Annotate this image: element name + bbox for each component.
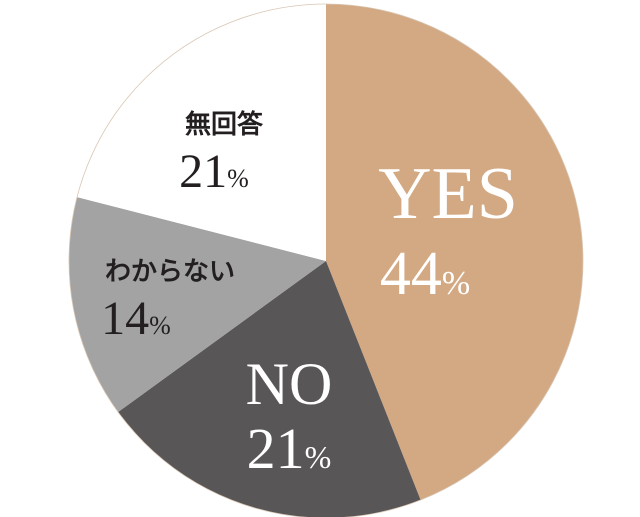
slice-value-label: 44% (380, 240, 470, 308)
pie-slice-4 (77, 4, 326, 261)
slice-value-label: 14% (101, 292, 171, 345)
slice-label: NO (246, 351, 333, 417)
pie-slice-1 (326, 4, 583, 500)
slice-value-label: 21% (247, 416, 332, 481)
pie-slice-3 (68, 197, 326, 413)
pie-slice-2 (118, 261, 421, 517)
pie-outline (68, 3, 584, 517)
slice-label: 無回答 (185, 109, 264, 140)
slice-label: YES (378, 153, 518, 235)
slice-label: わからない (105, 257, 235, 287)
slice-value-label: 21% (179, 145, 249, 198)
